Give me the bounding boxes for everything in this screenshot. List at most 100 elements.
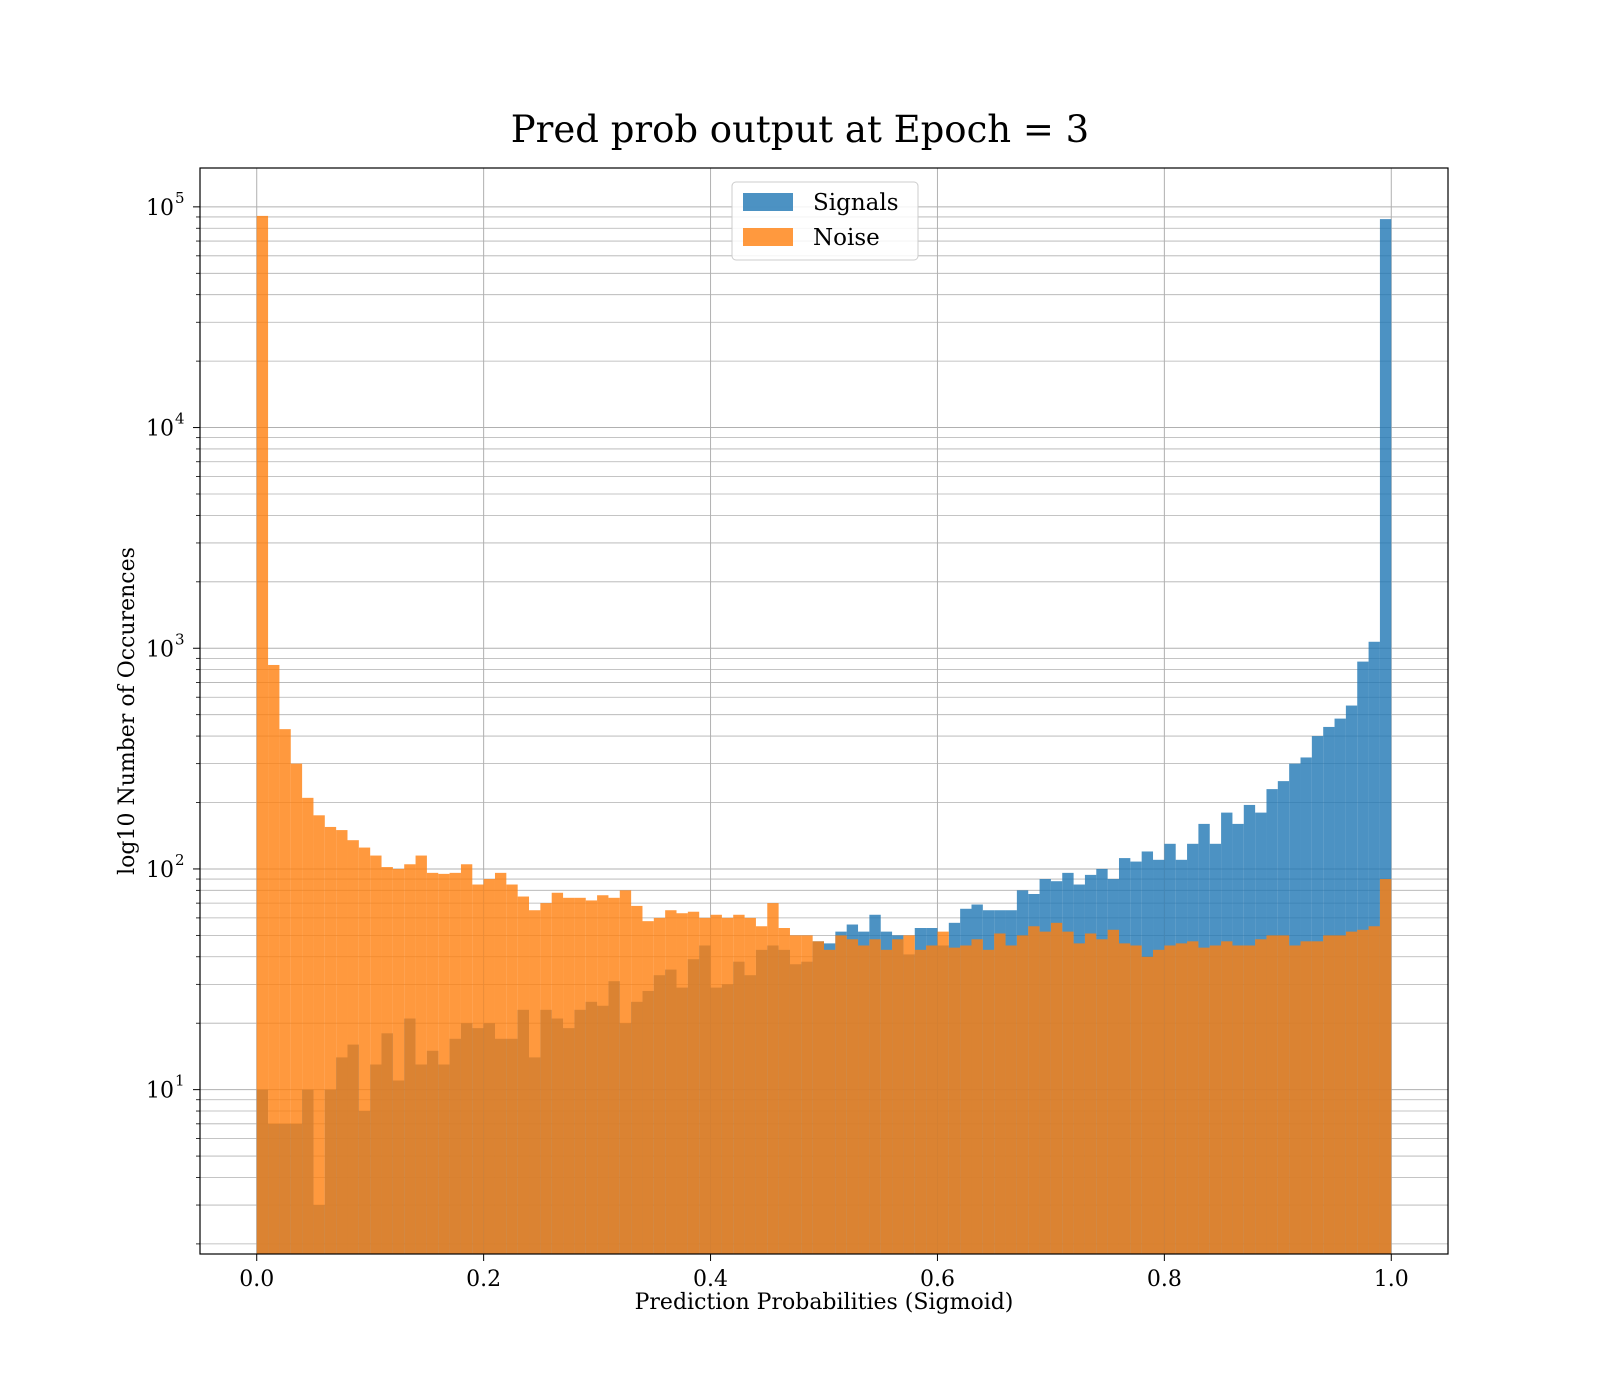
bar-noise: [699, 918, 710, 1254]
bar-noise: [257, 216, 268, 1254]
bar-noise: [1119, 943, 1130, 1254]
bar-noise: [937, 932, 948, 1254]
bar-noise: [495, 873, 506, 1254]
bar-noise: [279, 729, 290, 1254]
bar-noise: [552, 893, 563, 1254]
bar-noise: [722, 918, 733, 1254]
bar-noise: [1006, 945, 1017, 1254]
bar-noise: [926, 945, 937, 1254]
bar-noise: [1062, 932, 1073, 1254]
bar-noise: [971, 939, 982, 1254]
bar-noise: [801, 935, 812, 1254]
bar-noise: [1210, 945, 1221, 1254]
bar-noise: [1085, 933, 1096, 1254]
bar-noise: [1346, 932, 1357, 1254]
bar-noise: [642, 921, 653, 1254]
bar-noise: [1323, 935, 1334, 1254]
bar-noise: [711, 915, 722, 1254]
bar-noise: [1301, 941, 1312, 1254]
y-tick-exponent: 4: [175, 410, 185, 428]
bar-noise: [1278, 935, 1289, 1254]
bar-noise: [1040, 932, 1051, 1254]
bar-noise: [881, 950, 892, 1254]
bar-noise: [1380, 879, 1391, 1254]
bar-noise: [393, 869, 404, 1254]
bar-noise: [1051, 923, 1062, 1254]
bar-noise: [1164, 945, 1175, 1254]
bar-noise: [756, 926, 767, 1254]
bar-noise: [745, 918, 756, 1254]
y-axis-label: log10 Number of Occurences: [115, 547, 140, 875]
bar-noise: [540, 903, 551, 1254]
bar-noise: [654, 918, 665, 1254]
bar-noise: [1255, 939, 1266, 1254]
bar-noise: [506, 885, 517, 1254]
bar-noise: [461, 864, 472, 1254]
y-tick-exponent: 2: [175, 851, 185, 869]
bar-noise: [1130, 945, 1141, 1254]
bar-noise: [1232, 945, 1243, 1254]
bar-noise: [325, 827, 336, 1254]
y-tick-exponent: 3: [175, 630, 185, 648]
y-tick-label: 10: [146, 196, 174, 221]
bar-noise: [790, 935, 801, 1254]
legend-swatch-noise: [743, 228, 793, 246]
bar-noise: [563, 898, 574, 1254]
bar-noise: [438, 874, 449, 1254]
bar-noise: [1176, 943, 1187, 1254]
bar-noise: [336, 830, 347, 1254]
x-axis-ticks: 0.0 0.2 0.4 0.6 0.8 1.0: [239, 1254, 1409, 1292]
legend-label-signals: Signals: [813, 190, 899, 216]
y-tick-label: 10: [146, 417, 174, 442]
x-tick-label: 0.2: [466, 1267, 501, 1292]
bar-noise: [767, 903, 778, 1254]
bar-noise: [529, 910, 540, 1254]
bar-noise: [1187, 941, 1198, 1254]
bar-noise: [597, 895, 608, 1254]
x-tick-label: 0.4: [693, 1267, 728, 1292]
bar-noise: [268, 665, 279, 1254]
x-tick-label: 0.8: [1147, 1267, 1182, 1292]
legend: Signals Noise: [732, 182, 918, 260]
bar-noise: [620, 890, 631, 1254]
bar-noise: [1357, 930, 1368, 1254]
bar-noise: [813, 941, 824, 1254]
bar-noise: [688, 912, 699, 1254]
bar-noise: [835, 935, 846, 1254]
bar-noise: [370, 856, 381, 1254]
legend-label-noise: Noise: [813, 225, 880, 251]
bar-noise: [847, 939, 858, 1254]
bar-noise: [1335, 935, 1346, 1254]
bar-noise: [1221, 941, 1232, 1254]
bar-noise: [608, 898, 619, 1254]
bar-noise: [291, 764, 302, 1254]
bar-noise: [665, 910, 676, 1254]
y-axis-ticks: 101102103104105: [146, 189, 200, 1244]
bar-noise: [824, 950, 835, 1254]
bar-noise: [574, 898, 585, 1254]
bars: [257, 216, 1392, 1254]
y-tick-label: 10: [146, 1079, 174, 1104]
series-noise: [257, 216, 1392, 1254]
bar-noise: [1074, 943, 1085, 1254]
bar-noise: [1312, 941, 1323, 1254]
y-tick-label: 10: [146, 637, 174, 662]
bar-noise: [949, 948, 960, 1254]
bar-noise: [1108, 930, 1119, 1254]
x-tick-label: 0.0: [239, 1267, 274, 1292]
bar-noise: [733, 915, 744, 1254]
bar-noise: [677, 913, 688, 1254]
legend-swatch-signals: [743, 193, 793, 211]
bar-noise: [302, 798, 313, 1254]
bar-noise: [404, 864, 415, 1254]
bar-noise: [586, 900, 597, 1254]
bar-noise: [960, 945, 971, 1254]
bar-noise: [1289, 945, 1300, 1254]
y-tick-exponent: 5: [175, 189, 185, 207]
bar-noise: [472, 885, 483, 1254]
bar-noise: [450, 873, 461, 1254]
bar-noise: [1266, 935, 1277, 1254]
bar-noise: [779, 928, 790, 1254]
bar-noise: [1369, 926, 1380, 1254]
